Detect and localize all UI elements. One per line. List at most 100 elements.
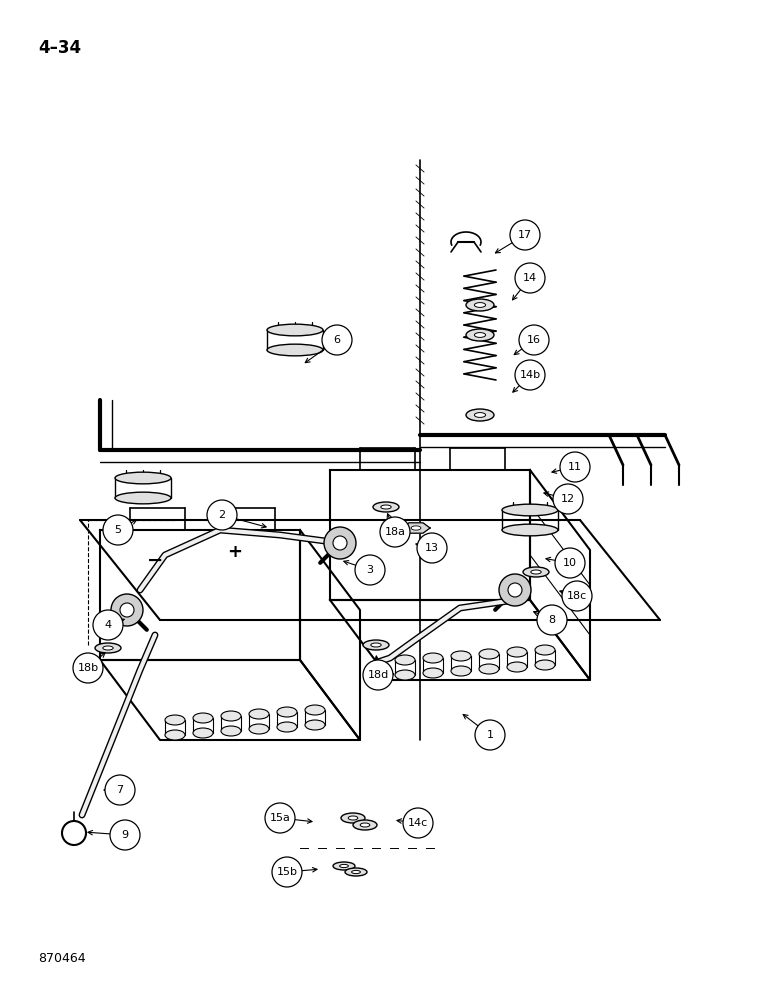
Circle shape bbox=[560, 452, 590, 482]
Text: 18b: 18b bbox=[77, 663, 99, 673]
Circle shape bbox=[380, 517, 410, 547]
Circle shape bbox=[110, 820, 140, 850]
Text: 1: 1 bbox=[486, 730, 493, 740]
Ellipse shape bbox=[466, 329, 494, 341]
Ellipse shape bbox=[277, 707, 297, 717]
Ellipse shape bbox=[531, 570, 541, 574]
Circle shape bbox=[324, 527, 356, 559]
Ellipse shape bbox=[507, 647, 527, 657]
Ellipse shape bbox=[479, 649, 499, 659]
Ellipse shape bbox=[277, 722, 297, 732]
Circle shape bbox=[363, 660, 393, 690]
Text: 16: 16 bbox=[527, 335, 541, 345]
Circle shape bbox=[322, 325, 352, 355]
Ellipse shape bbox=[395, 670, 415, 680]
Text: 4–34: 4–34 bbox=[38, 39, 81, 57]
Ellipse shape bbox=[95, 643, 121, 653]
Text: 2: 2 bbox=[218, 510, 225, 520]
Ellipse shape bbox=[165, 730, 185, 740]
Circle shape bbox=[417, 533, 447, 563]
Ellipse shape bbox=[340, 864, 348, 868]
Circle shape bbox=[355, 555, 385, 585]
Text: 3: 3 bbox=[367, 565, 374, 575]
Ellipse shape bbox=[267, 344, 323, 356]
Text: +: + bbox=[228, 543, 242, 561]
Ellipse shape bbox=[345, 868, 367, 876]
Ellipse shape bbox=[451, 666, 471, 676]
Text: 7: 7 bbox=[117, 785, 124, 795]
Ellipse shape bbox=[305, 720, 325, 730]
Text: 8: 8 bbox=[548, 615, 556, 625]
Ellipse shape bbox=[221, 711, 241, 721]
Circle shape bbox=[105, 775, 135, 805]
Ellipse shape bbox=[475, 333, 486, 337]
Text: 11: 11 bbox=[568, 462, 582, 472]
Ellipse shape bbox=[535, 660, 555, 670]
Ellipse shape bbox=[305, 705, 325, 715]
Ellipse shape bbox=[363, 640, 389, 650]
Ellipse shape bbox=[502, 504, 558, 516]
Ellipse shape bbox=[115, 492, 171, 504]
Circle shape bbox=[403, 808, 433, 838]
Circle shape bbox=[73, 653, 103, 683]
Ellipse shape bbox=[523, 567, 549, 577]
Ellipse shape bbox=[353, 820, 377, 830]
Circle shape bbox=[111, 594, 143, 626]
Text: 4: 4 bbox=[104, 620, 112, 630]
Ellipse shape bbox=[115, 472, 171, 484]
Circle shape bbox=[537, 605, 567, 635]
Ellipse shape bbox=[423, 653, 443, 663]
Ellipse shape bbox=[341, 813, 365, 823]
Circle shape bbox=[515, 263, 545, 293]
Ellipse shape bbox=[351, 870, 361, 874]
Ellipse shape bbox=[373, 502, 399, 512]
Ellipse shape bbox=[249, 724, 269, 734]
Text: −: − bbox=[147, 550, 163, 570]
Ellipse shape bbox=[348, 816, 357, 820]
Ellipse shape bbox=[249, 709, 269, 719]
Circle shape bbox=[272, 857, 302, 887]
Ellipse shape bbox=[502, 524, 558, 536]
Circle shape bbox=[93, 610, 123, 640]
Text: 18d: 18d bbox=[367, 670, 388, 680]
Text: 14: 14 bbox=[523, 273, 537, 283]
Text: +: + bbox=[381, 666, 395, 684]
Text: 13: 13 bbox=[425, 543, 439, 553]
Ellipse shape bbox=[371, 643, 381, 647]
Circle shape bbox=[555, 548, 585, 578]
Ellipse shape bbox=[535, 645, 555, 655]
Circle shape bbox=[508, 583, 522, 597]
Circle shape bbox=[499, 574, 531, 606]
Text: 18c: 18c bbox=[567, 591, 587, 601]
Ellipse shape bbox=[103, 646, 113, 650]
Text: 15a: 15a bbox=[269, 813, 290, 823]
Circle shape bbox=[207, 500, 237, 530]
Circle shape bbox=[515, 360, 545, 390]
Text: 14c: 14c bbox=[408, 818, 428, 828]
Ellipse shape bbox=[267, 324, 323, 336]
Circle shape bbox=[475, 720, 505, 750]
Circle shape bbox=[120, 603, 134, 617]
Polygon shape bbox=[402, 523, 430, 533]
Ellipse shape bbox=[361, 823, 370, 827]
Circle shape bbox=[103, 515, 133, 545]
Circle shape bbox=[333, 536, 347, 550]
Text: 5: 5 bbox=[114, 525, 121, 535]
Ellipse shape bbox=[165, 715, 185, 725]
Ellipse shape bbox=[507, 662, 527, 672]
Text: 870464: 870464 bbox=[38, 952, 86, 964]
Text: 12: 12 bbox=[561, 494, 575, 504]
Text: 9: 9 bbox=[121, 830, 129, 840]
Circle shape bbox=[562, 581, 592, 611]
Circle shape bbox=[510, 220, 540, 250]
Text: 6: 6 bbox=[334, 335, 340, 345]
Ellipse shape bbox=[193, 713, 213, 723]
Circle shape bbox=[265, 803, 295, 833]
Ellipse shape bbox=[193, 728, 213, 738]
Ellipse shape bbox=[475, 303, 486, 307]
Text: 18a: 18a bbox=[384, 527, 405, 537]
Ellipse shape bbox=[475, 413, 486, 417]
Ellipse shape bbox=[333, 862, 355, 870]
Text: 10: 10 bbox=[563, 558, 577, 568]
Ellipse shape bbox=[395, 655, 415, 665]
